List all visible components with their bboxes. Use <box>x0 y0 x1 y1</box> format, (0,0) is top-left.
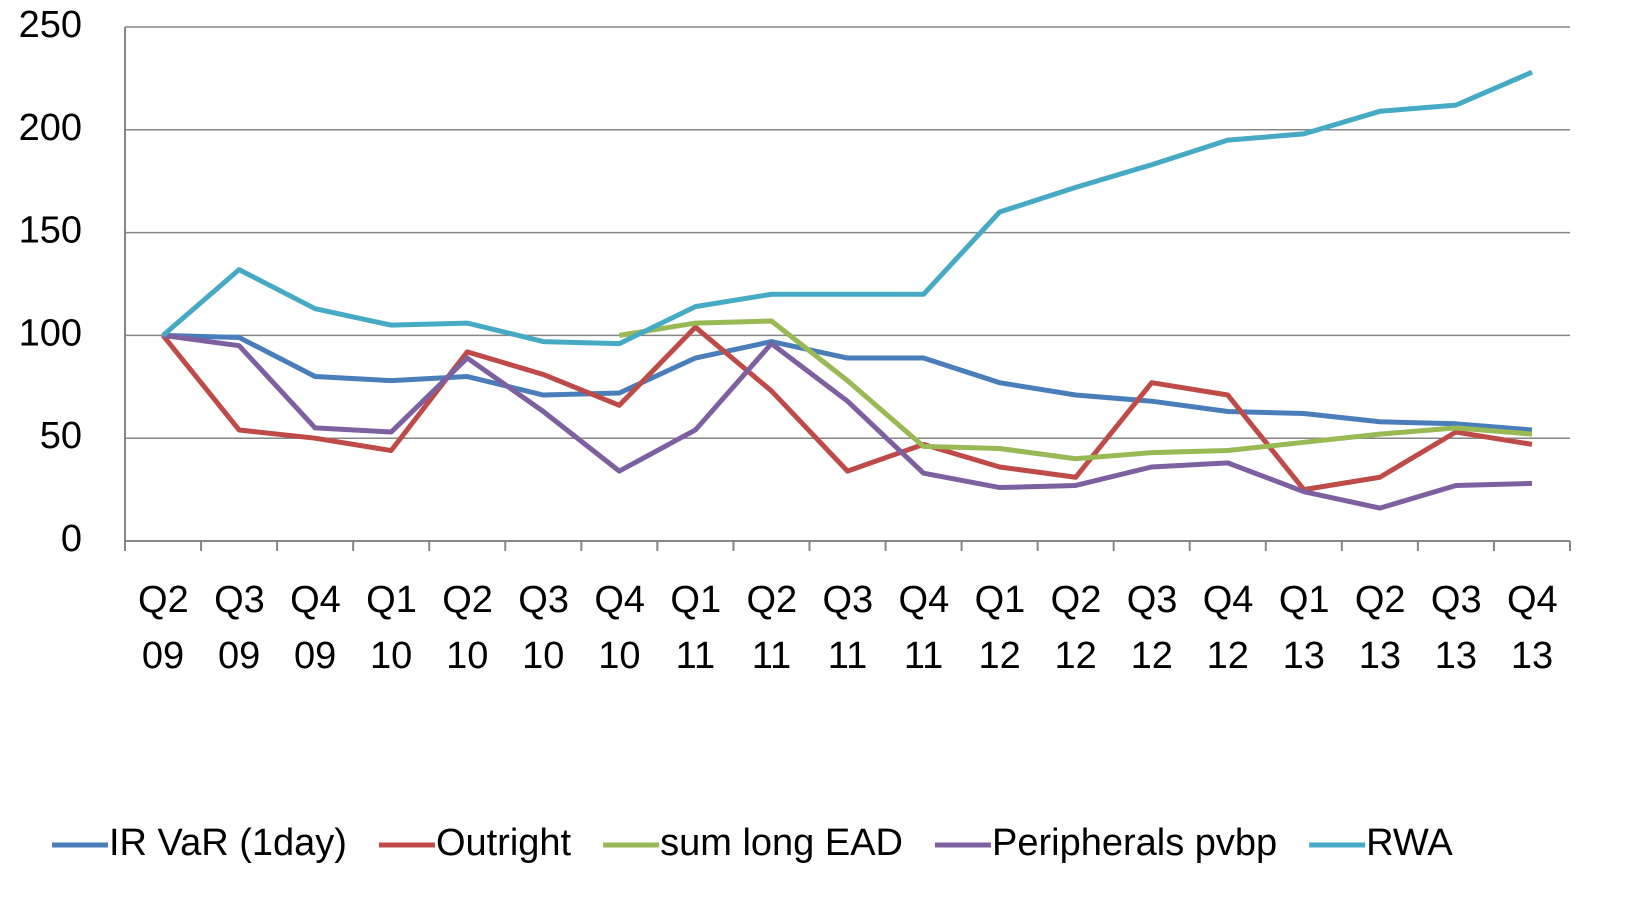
x-tick-label: Q3 13 <box>1430 579 1482 677</box>
x-tick-label: Q1 11 <box>670 579 722 677</box>
y-tick-label: 50 <box>40 415 82 457</box>
x-tick-label: Q2 09 <box>138 579 189 677</box>
x-tick-label: Q3 10 <box>518 579 569 677</box>
x-tick-label: Q4 11 <box>898 579 950 677</box>
series-line <box>161 324 1533 493</box>
x-tick-label: Q1 13 <box>1278 579 1330 677</box>
x-tick-label: Q4 09 <box>290 579 341 677</box>
x-tick-label: Q2 13 <box>1354 579 1406 677</box>
x-tick-label: Q3 11 <box>822 579 874 677</box>
series-line <box>161 69 1533 347</box>
y-tick-label: 200 <box>19 107 82 149</box>
x-tick-label: Q4 10 <box>594 579 646 677</box>
legend-label: IR VaR (1day) <box>109 822 347 864</box>
y-tick-label: 150 <box>19 210 82 252</box>
legend-label: Outright <box>436 822 572 864</box>
x-tick-label: Q2 10 <box>442 579 493 677</box>
y-tick-label: 100 <box>19 312 82 354</box>
x-tick-label: Q4 12 <box>1202 579 1254 677</box>
legend-label: Peripherals pvbp <box>992 822 1277 864</box>
x-tick-label: Q3 12 <box>1126 579 1178 677</box>
legend-label: RWA <box>1366 822 1453 864</box>
x-tick-label: Q4 13 <box>1506 579 1558 677</box>
series-line <box>162 332 1533 511</box>
y-tick-label: 250 <box>19 4 82 46</box>
x-tick-label: Q2 11 <box>746 579 798 677</box>
y-tick-label: 0 <box>61 518 82 560</box>
series-line <box>162 332 1533 433</box>
x-tick-label: Q2 12 <box>1050 579 1102 677</box>
series-line <box>618 318 1533 462</box>
x-tick-label: Q3 09 <box>214 579 265 677</box>
legend-label: sum long EAD <box>660 822 903 864</box>
x-tick-label: Q1 10 <box>366 579 417 677</box>
x-tick-label: Q1 12 <box>974 579 1026 677</box>
